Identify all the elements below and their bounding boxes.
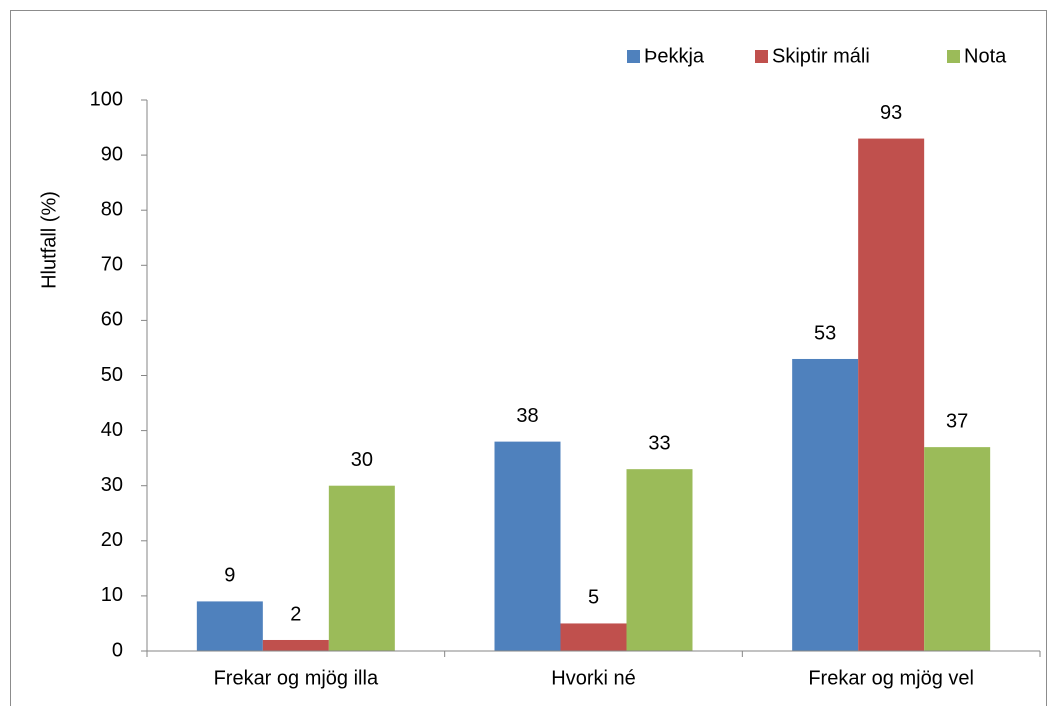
x-tick-label: Frekar og mjög illa [214,667,379,689]
legend-swatch [947,50,960,63]
x-tick-label: Frekar og mjög vel [808,667,974,689]
data-label: 30 [351,449,373,471]
y-tick-label: 10 [101,584,123,606]
y-tick-label: 0 [112,639,123,661]
bar [626,469,693,651]
y-tick-label: 20 [101,529,123,551]
y-axis-title: Hlutfall (%) [38,191,60,289]
data-label: 93 [880,102,902,124]
y-tick-label: 80 [101,198,123,220]
bar [924,447,991,651]
y-tick-label: 30 [101,474,123,496]
bar [196,601,263,651]
chart-border [10,10,1047,706]
y-tick-label: 60 [101,309,123,331]
data-label: 5 [588,587,599,609]
data-label: 53 [814,322,836,344]
data-label: 9 [224,565,235,587]
bar [494,441,561,651]
legend-label: Nota [964,45,1007,67]
legend-swatch [627,50,640,63]
bar [328,485,395,651]
legend-swatch [755,50,768,63]
legend-label: Þekkja [644,45,705,67]
x-tick-label: Hvorki né [551,667,635,689]
y-tick-label: 90 [101,143,123,165]
bar [858,138,925,651]
y-tick-label: 70 [101,254,123,276]
bar [792,358,859,651]
bar [262,639,329,651]
y-tick-label: 50 [101,364,123,386]
y-tick-label: 40 [101,419,123,441]
bar [560,623,627,651]
data-label: 38 [516,405,538,427]
legend-label: Skiptir máli [772,45,870,67]
y-tick-label: 100 [90,88,123,110]
data-label: 2 [290,603,301,625]
data-label: 37 [946,410,968,432]
data-label: 33 [648,432,670,454]
